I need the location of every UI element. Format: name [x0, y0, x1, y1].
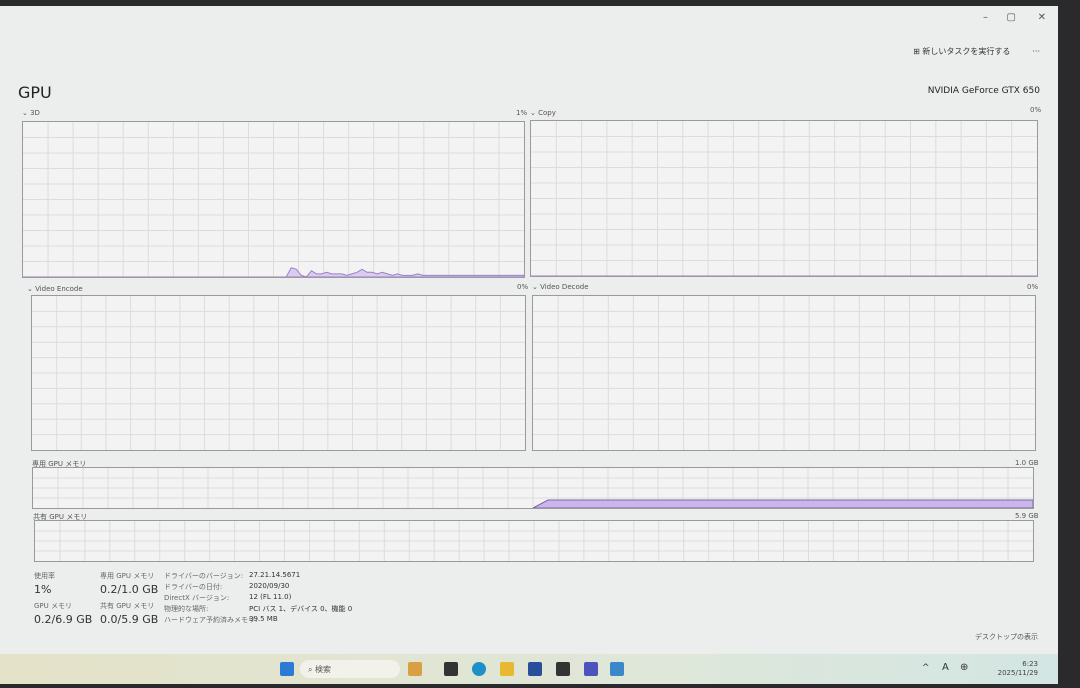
graph-video-encode	[31, 295, 526, 451]
page-title: GPU	[18, 83, 52, 102]
task-manager-icon[interactable]	[610, 662, 624, 676]
search-box[interactable]: ⌕ 検索	[300, 660, 400, 678]
gpu-memory-value: 0.2/6.9 GB	[34, 613, 93, 626]
detail-value: 39.5 MB	[249, 615, 278, 623]
minimize-button[interactable]: –	[983, 12, 988, 23]
store-icon[interactable]	[528, 662, 542, 676]
show-desktop-tooltip: デスクトップの表示	[975, 633, 1038, 641]
maximize-button[interactable]: ▢	[1006, 12, 1016, 23]
start-icon[interactable]	[280, 662, 294, 676]
clock[interactable]: 6:23 2025/11/29	[997, 660, 1038, 677]
graph-video-decode-value: 0%	[1027, 283, 1039, 291]
edge-icon[interactable]	[472, 662, 486, 676]
gpu-memory-label: GPU メモリ	[34, 602, 72, 610]
shared-memory-max: 5.9 GB	[1015, 512, 1039, 520]
utilization-value: 1%	[34, 583, 52, 596]
graph-3d-value: 1%	[516, 109, 528, 117]
tray-chevron-icon[interactable]: ^	[922, 663, 930, 673]
detail-value: 27.21.14.5671	[249, 571, 301, 579]
gpu-name: NVIDIA GeForce GTX 650	[927, 86, 1040, 96]
dedicated-value: 0.2/1.0 GB	[100, 583, 159, 596]
graph-video-encode-label[interactable]: ⌄ Video Encode	[27, 285, 83, 293]
dedicated-memory-max: 1.0 GB	[1015, 459, 1039, 467]
graph-copy-label[interactable]: ⌄ Copy	[530, 109, 556, 117]
file-explorer-icon[interactable]	[500, 662, 514, 676]
detail-value: 2020/09/30	[249, 582, 290, 590]
graph-shared-memory	[34, 520, 1034, 562]
task-manager-window: – ▢ ✕ ⊞ 新しいタスクを実行する ··· GPU NVIDIA GeFor…	[0, 6, 1058, 684]
detail-value: PCI バス 1、デバイス 0、機能 0	[249, 605, 353, 613]
task-view-icon[interactable]	[444, 662, 458, 676]
detail-label: ドライバーの日付:	[164, 583, 223, 591]
graph-3d-label[interactable]: ⌄ 3D	[22, 109, 40, 117]
graph-3d	[22, 121, 525, 278]
utilization-series	[23, 267, 524, 277]
shared-memory-label: 共有 GPU メモリ	[33, 513, 88, 521]
network-icon[interactable]: ⊕	[960, 662, 969, 673]
dedicated-memory-series	[532, 499, 1033, 508]
utilization-label: 使用率	[34, 572, 55, 580]
taskbar: ⌕ 検索 ^ A ⊕ 6:23 2025/11/29	[0, 654, 1058, 684]
run-new-task-button[interactable]: ⊞ 新しいタスクを実行する	[913, 47, 1011, 56]
graph-video-decode-label[interactable]: ⌄ Video Decode	[532, 283, 589, 291]
detail-label: DirectX バージョン:	[164, 594, 230, 602]
graph-video-decode	[532, 295, 1036, 451]
graph-dedicated-memory	[32, 467, 1034, 509]
widgets-icon[interactable]	[408, 662, 422, 676]
detail-label: 物理的な場所:	[164, 605, 209, 613]
detail-value: 12 (FL 11.0)	[249, 593, 292, 601]
title-bar: – ▢ ✕	[0, 6, 1058, 36]
detail-label: ハードウェア予約済みメモリ:	[164, 616, 258, 624]
graph-copy-value: 0%	[1030, 106, 1042, 114]
ime-indicator[interactable]: A	[942, 662, 949, 673]
dedicated-memory-label: 専用 GPU メモリ	[32, 460, 87, 468]
run-task-icon: ⊞	[913, 47, 923, 56]
more-button[interactable]: ···	[1032, 47, 1040, 56]
shared-value: 0.0/5.9 GB	[100, 613, 159, 626]
shared-label: 共有 GPU メモリ	[100, 602, 155, 610]
detail-label: ドライバーのバージョン:	[164, 572, 244, 580]
graph-video-encode-value: 0%	[517, 283, 529, 291]
search-icon: ⌕	[308, 665, 316, 674]
mail-icon[interactable]	[556, 662, 570, 676]
teams-icon[interactable]	[584, 662, 598, 676]
dedicated-label: 専用 GPU メモリ	[100, 572, 155, 580]
graph-copy	[530, 120, 1038, 277]
close-button[interactable]: ✕	[1037, 12, 1046, 23]
